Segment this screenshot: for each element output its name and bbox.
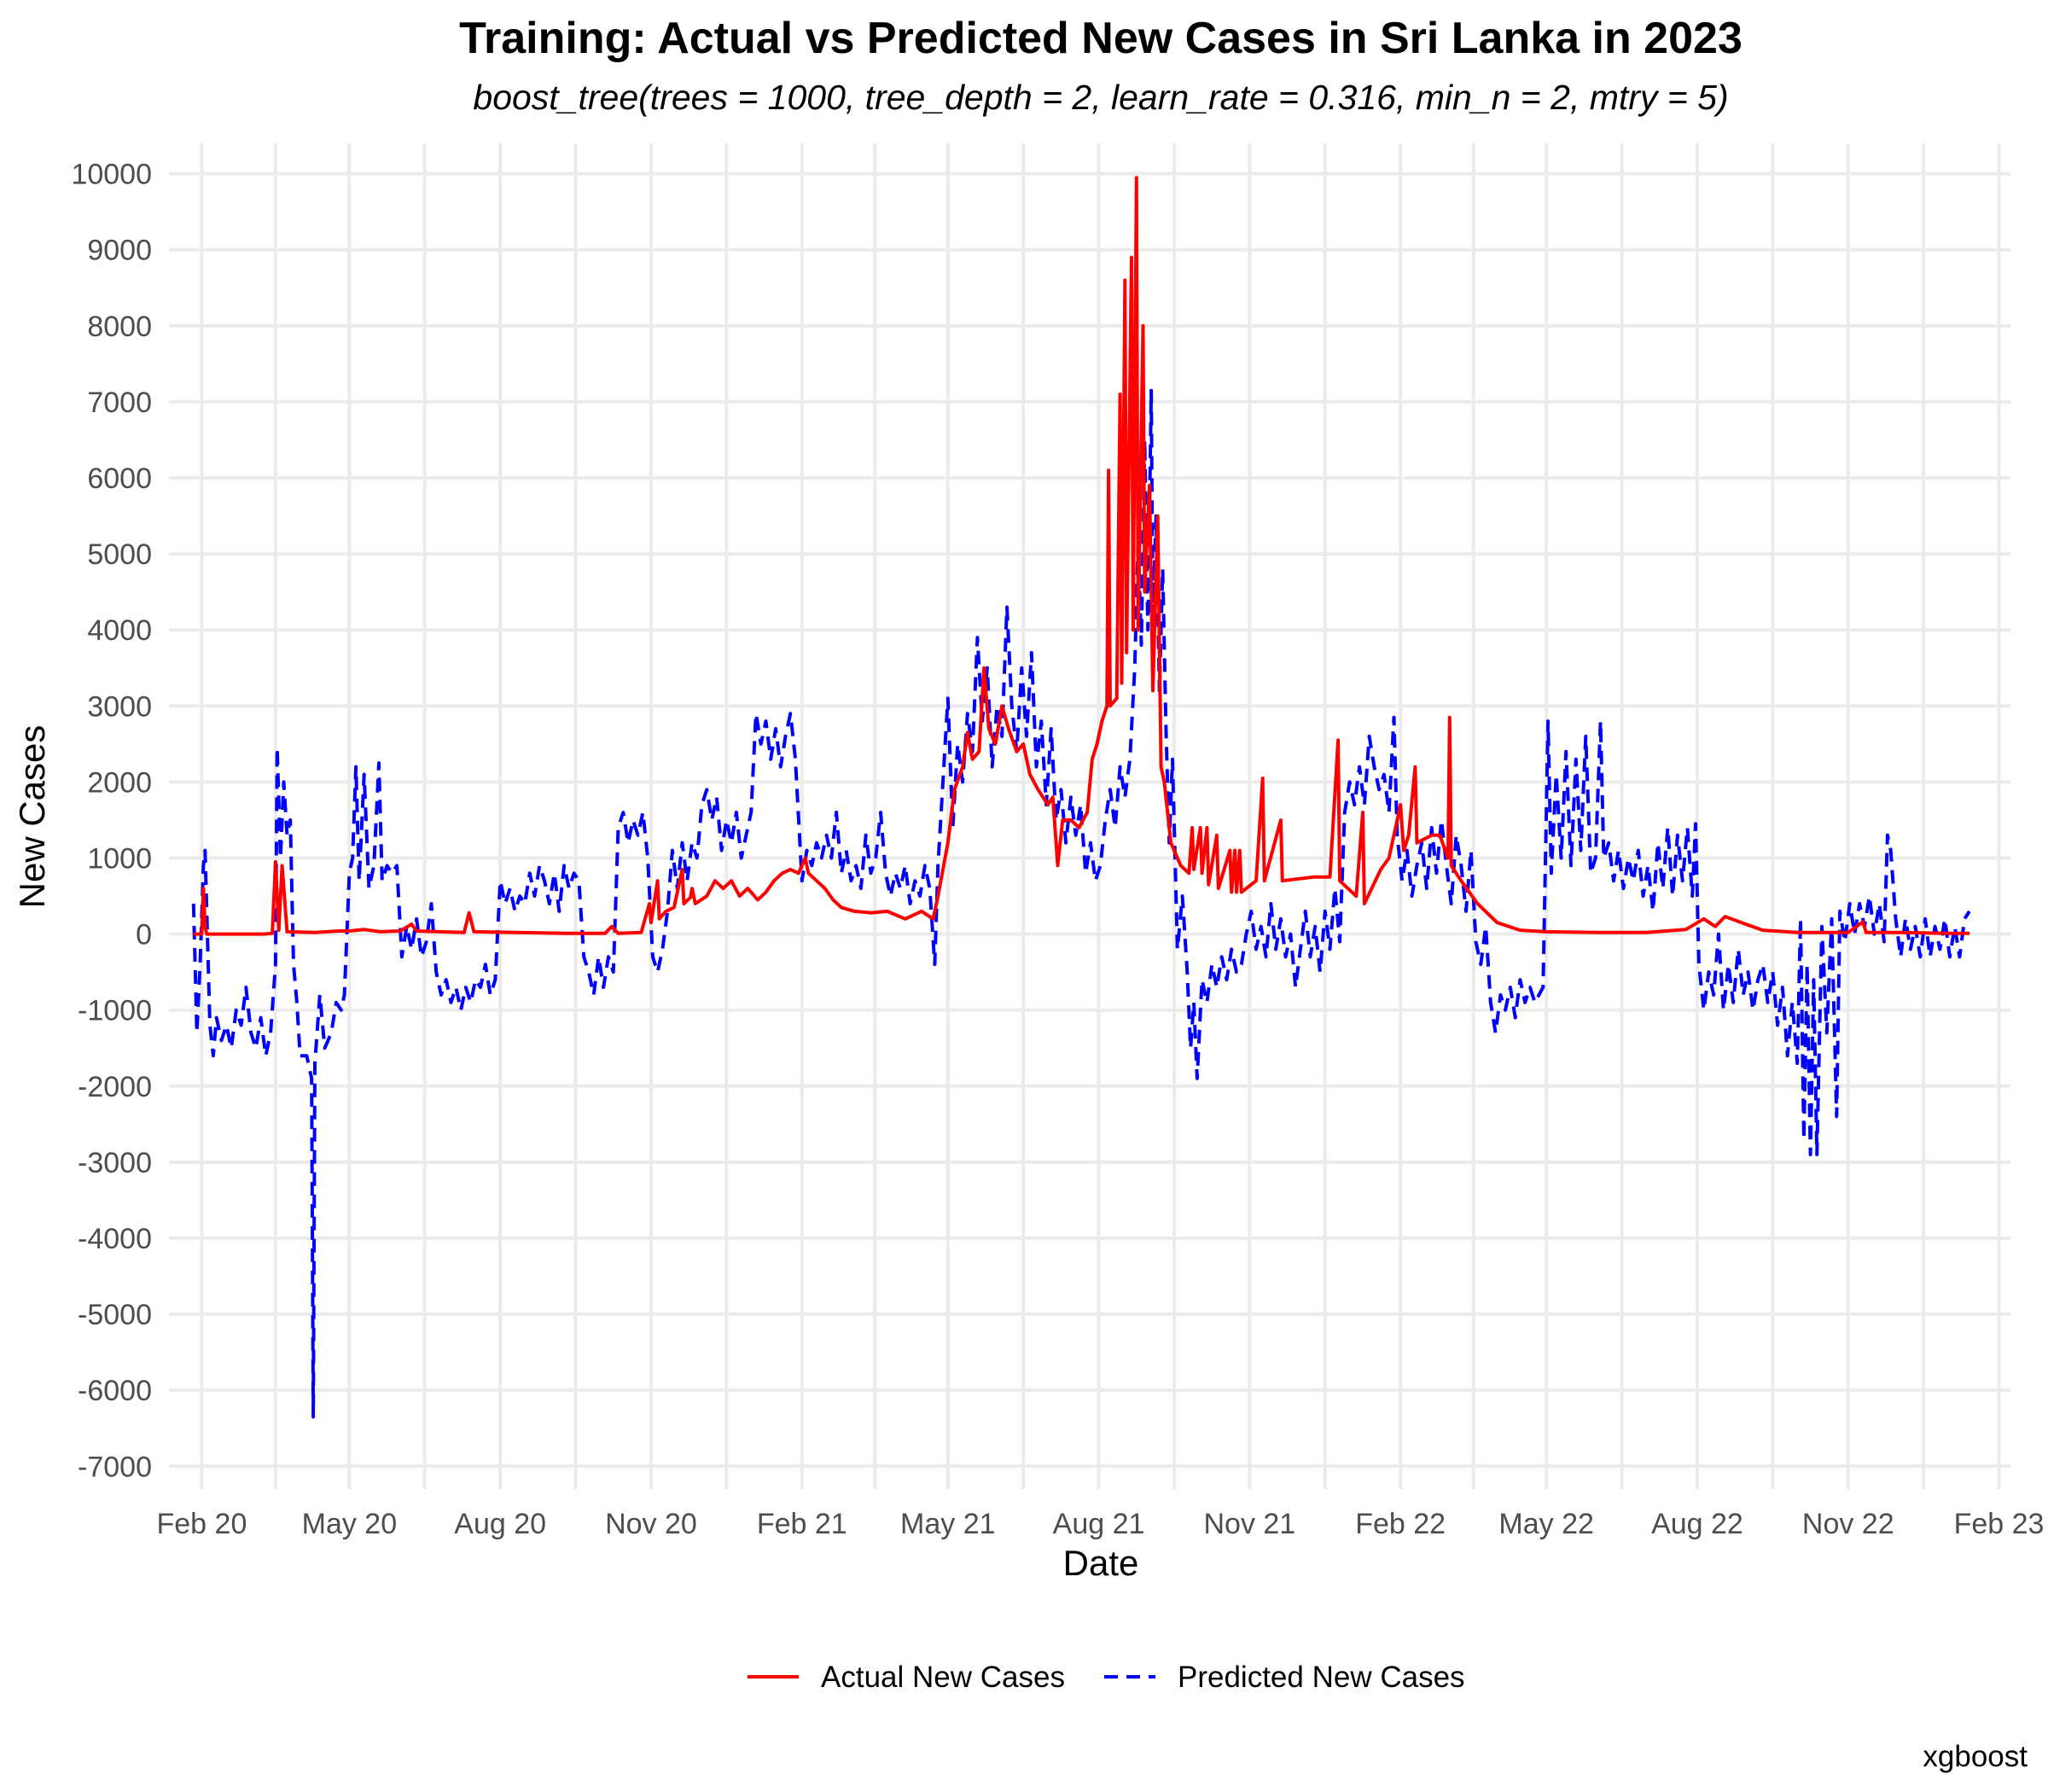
x-tick-label: Feb 23 — [1954, 1508, 2045, 1540]
series-lines — [191, 176, 1971, 1419]
y-tick-label: -1000 — [78, 995, 152, 1027]
y-tick-label: 10000 — [71, 159, 152, 191]
y-tick-label: 7000 — [87, 387, 152, 419]
x-axis-title: Date — [1063, 1543, 1139, 1583]
y-tick-label: 5000 — [87, 538, 152, 571]
y-tick-label: -2000 — [78, 1071, 152, 1103]
x-axis-ticks: Feb 20 May 20 Aug 20 Nov 20 Feb 21 May 21 Aug … — [157, 1508, 2045, 1540]
x-tick-label: May 21 — [900, 1508, 996, 1540]
y-tick-label: 2000 — [87, 766, 152, 799]
y-tick-label: 4000 — [87, 614, 152, 647]
y-tick-label: -7000 — [78, 1451, 152, 1483]
legend-label-predicted: Predicted New Cases — [1178, 1661, 1465, 1694]
y-tick-label: -3000 — [78, 1147, 152, 1179]
y-tick-label: -6000 — [78, 1375, 152, 1407]
x-tick-label: May 22 — [1498, 1508, 1594, 1540]
chart-title: Training: Actual vs Predicted New Cases … — [459, 14, 1743, 63]
y-axis-ticks: -7000 -6000 -5000 -4000 -3000 -2000 -1000 0 1000… — [71, 159, 152, 1484]
x-tick-label: Feb 21 — [757, 1508, 847, 1540]
series-line-actual — [193, 176, 1969, 936]
y-tick-label: 6000 — [87, 463, 152, 495]
x-tick-label: Nov 21 — [1203, 1508, 1295, 1540]
x-tick-label: Nov 22 — [1802, 1508, 1894, 1540]
y-tick-label: -5000 — [78, 1299, 152, 1331]
x-tick-label: Nov 20 — [605, 1508, 697, 1540]
x-tick-label: Feb 22 — [1355, 1508, 1446, 1540]
series-line-predicted — [191, 388, 1971, 1419]
x-tick-label: Aug 22 — [1651, 1508, 1743, 1540]
x-tick-label: May 20 — [302, 1508, 398, 1540]
x-tick-label: Aug 20 — [454, 1508, 546, 1540]
y-tick-label: 8000 — [87, 311, 152, 343]
y-axis-title: New Cases — [12, 725, 52, 909]
x-tick-label: Feb 20 — [157, 1508, 247, 1540]
y-tick-label: 3000 — [87, 690, 152, 723]
y-tick-label: 0 — [136, 919, 152, 951]
legend: Actual New Cases Predicted New Cases — [748, 1661, 1465, 1694]
y-tick-label: 9000 — [87, 235, 152, 267]
x-tick-label: Aug 21 — [1053, 1508, 1145, 1540]
chart-subtitle: boost_tree(trees = 1000, tree_depth = 2,… — [473, 78, 1728, 117]
y-tick-label: -4000 — [78, 1223, 152, 1255]
legend-label-actual: Actual New Cases — [821, 1661, 1065, 1694]
chart-caption: xgboost — [1923, 1740, 2028, 1773]
y-tick-label: 1000 — [87, 843, 152, 876]
